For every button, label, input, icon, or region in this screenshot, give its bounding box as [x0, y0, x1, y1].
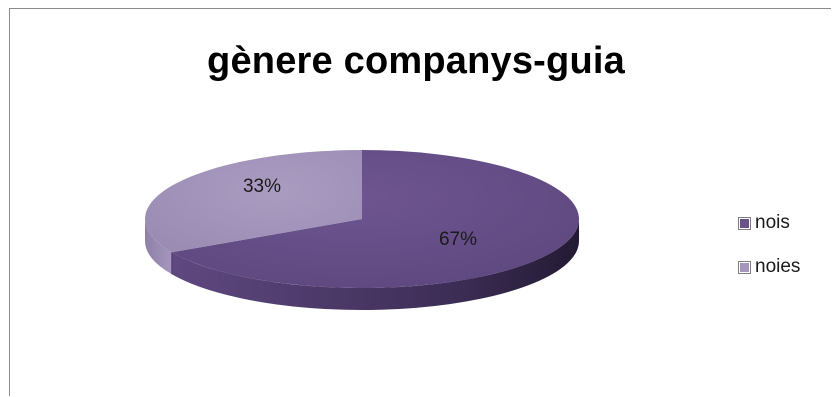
data-label-noies: 33% — [243, 176, 281, 197]
legend-swatch-nois — [738, 216, 751, 230]
pie-slice-nois — [171, 150, 580, 289]
pie-side-nois — [171, 219, 580, 311]
legend-item-nois: nois — [738, 211, 800, 235]
pie-slice-noies — [145, 150, 362, 253]
legend-swatch-noies — [738, 260, 751, 274]
data-label-nois: 67% — [439, 229, 477, 250]
legend-label-noies: noies — [755, 256, 801, 277]
legend-item-noies: noies — [738, 255, 801, 279]
legend: nois noies — [738, 211, 801, 299]
chart-title: gènere companys-guia — [207, 40, 625, 82]
legend-label-nois: nois — [755, 212, 790, 233]
pie-side-noies — [145, 219, 172, 275]
